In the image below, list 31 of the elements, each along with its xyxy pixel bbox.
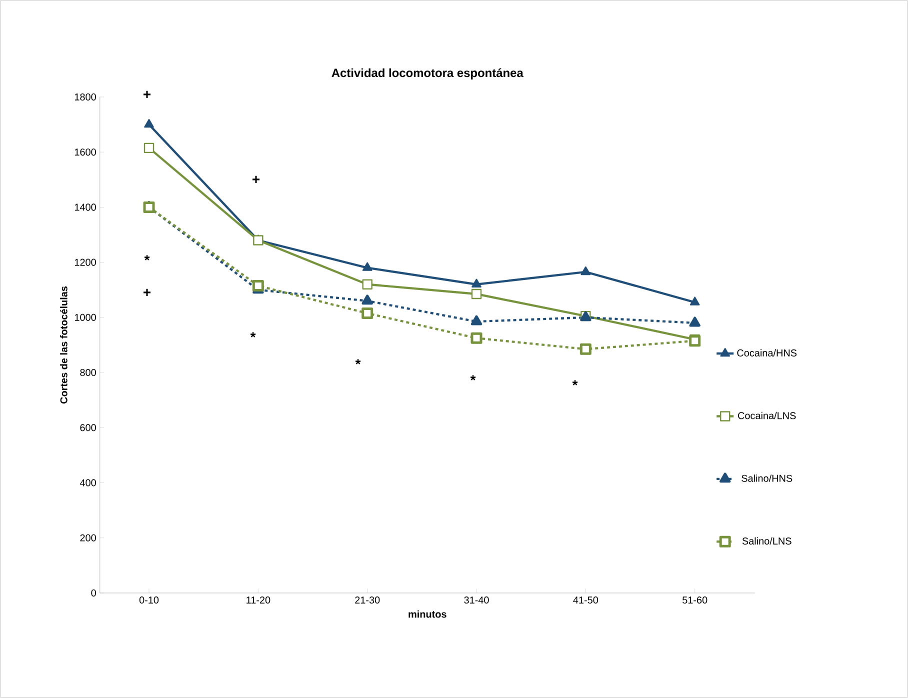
annotation: * [250, 332, 256, 338]
legend-label: Salino/HNS [742, 474, 792, 482]
annotation: * [144, 255, 150, 260]
annotation: * [572, 380, 578, 386]
y-tick-label: 1400 [74, 204, 96, 211]
chart-title: Actividad locomotora espontánea [332, 68, 524, 80]
legend-label: Cocaina/HNS [737, 349, 797, 356]
y-tick-label: 1800 [74, 93, 96, 101]
x-tick-label: 11-20 [246, 596, 270, 604]
annotation: * [470, 375, 476, 380]
x-tick-label: 41-50 [573, 596, 598, 604]
x-tick-label: 0-10 [139, 596, 159, 604]
annotation: + [252, 176, 260, 183]
x-tick-label: 31-40 [464, 596, 489, 604]
y-tick-label: 0 [91, 589, 96, 597]
y-tick-label: 200 [80, 534, 96, 542]
annotation: * [355, 359, 361, 364]
legend-label: Salino/LNS [742, 537, 792, 545]
y-tick-label: 1200 [74, 258, 96, 266]
y-tick-label: 800 [80, 369, 96, 376]
x-tick-label: 21-30 [355, 596, 380, 604]
annotation: + [144, 288, 151, 296]
y-tick-label: 600 [80, 424, 96, 432]
x-axis-title: minutos [408, 610, 446, 618]
y-tick-label: 1000 [74, 314, 96, 321]
y-tick-label: 400 [80, 479, 96, 486]
legend-label: Cocaina/LNS [738, 412, 796, 420]
x-tick-label: 51-60 [682, 596, 708, 604]
y-tick-label: 1600 [74, 148, 96, 156]
annotation: + [144, 90, 151, 98]
y-axis-title: Cortes de las fotocélulas [60, 286, 68, 404]
